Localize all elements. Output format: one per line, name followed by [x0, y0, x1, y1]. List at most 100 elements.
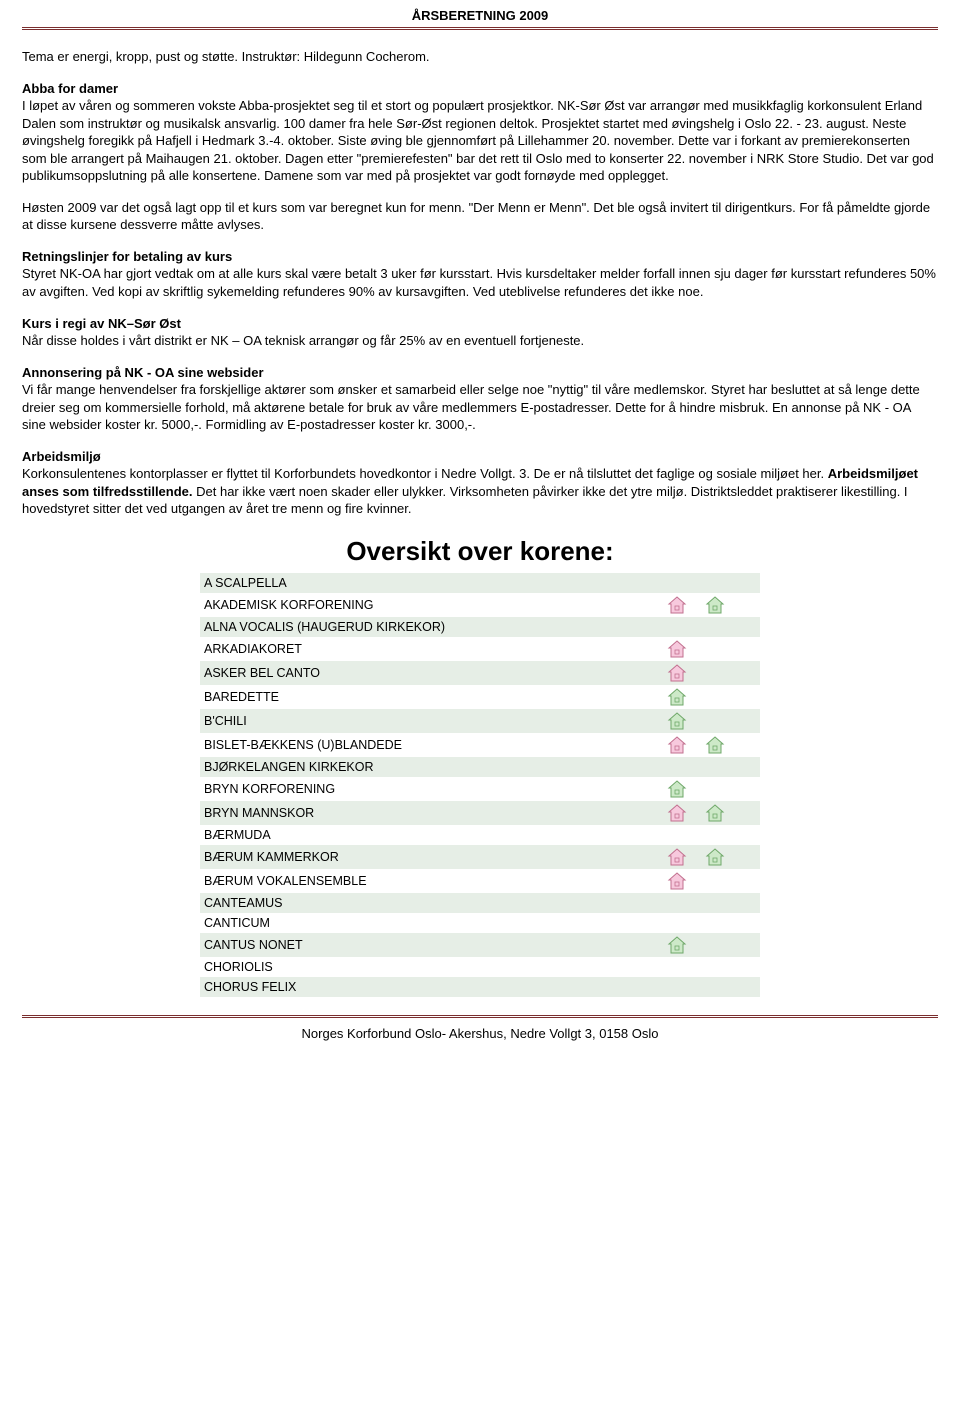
intro-text: Tema er energi, kropp, pust og støtte. I…: [22, 48, 938, 66]
choir-icon-cell: [657, 733, 695, 757]
page-content: ÅRSBERETNING 2009 Tema er energi, kropp,…: [0, 0, 960, 1075]
spacer-cell: [734, 685, 760, 709]
spacer-cell: [734, 893, 760, 913]
regi-body: Når disse holdes i vårt distrikt er NK –…: [22, 333, 584, 348]
spacer-cell: [734, 933, 760, 957]
choir-icon-cell: [696, 709, 734, 733]
choir-icon-cell: [696, 661, 734, 685]
house-icon: [667, 848, 687, 863]
table-row: A SCALPELLA: [200, 573, 760, 593]
choir-icon-cell: [657, 869, 695, 893]
choirs-heading: Oversikt over korene:: [22, 536, 938, 567]
choir-icon-cell: [696, 845, 734, 869]
table-row: BRYN KORFORENING: [200, 777, 760, 801]
table-row: AKADEMISK KORFORENING: [200, 593, 760, 617]
table-row: CANTICUM: [200, 913, 760, 933]
house-icon: [667, 780, 687, 795]
spacer-cell: [734, 573, 760, 593]
choir-icon-cell: [657, 757, 695, 777]
retning-heading: Retningslinjer for betaling av kurs: [22, 249, 232, 264]
choir-icon-cell: [657, 617, 695, 637]
choir-icon-cell: [657, 685, 695, 709]
house-icon: [667, 664, 687, 679]
table-row: ARKADIAKORET: [200, 637, 760, 661]
choir-icon-cell: [696, 777, 734, 801]
table-row: BJØRKELANGEN KIRKEKOR: [200, 757, 760, 777]
house-icon: [667, 712, 687, 727]
choir-icon-cell: [657, 593, 695, 617]
spacer-cell: [734, 757, 760, 777]
arbeid-heading: Arbeidsmiljø: [22, 449, 101, 464]
table-row: BÆRUM KAMMERKOR: [200, 845, 760, 869]
choir-icon-cell: [696, 825, 734, 845]
spacer-cell: [734, 957, 760, 977]
choir-name: BRYN MANNSKOR: [200, 801, 657, 825]
spacer-cell: [734, 733, 760, 757]
choir-icon-cell: [657, 933, 695, 957]
page-header-title: ÅRSBERETNING 2009: [22, 0, 938, 27]
choir-icon-cell: [696, 913, 734, 933]
annonse-body: Vi får mange henvendelser fra forskjelli…: [22, 382, 920, 432]
spacer-cell: [734, 977, 760, 997]
choir-icon-cell: [657, 637, 695, 661]
table-row: BRYN MANNSKOR: [200, 801, 760, 825]
spacer-cell: [734, 869, 760, 893]
abba-heading: Abba for damer: [22, 81, 118, 96]
choir-name: BÆRUM KAMMERKOR: [200, 845, 657, 869]
choir-icon-cell: [657, 825, 695, 845]
spacer-cell: [734, 709, 760, 733]
table-row: BAREDETTE: [200, 685, 760, 709]
spacer-cell: [734, 801, 760, 825]
choir-table: A SCALPELLAAKADEMISK KORFORENINGALNA VOC…: [200, 573, 760, 997]
table-row: CANTEAMUS: [200, 893, 760, 913]
choir-name: A SCALPELLA: [200, 573, 657, 593]
table-row: B'CHILI: [200, 709, 760, 733]
house-icon: [705, 736, 725, 751]
spacer-cell: [734, 845, 760, 869]
choir-icon-cell: [657, 913, 695, 933]
house-icon: [705, 804, 725, 819]
house-icon: [667, 640, 687, 655]
choir-icon-cell: [696, 933, 734, 957]
choir-icon-cell: [657, 709, 695, 733]
spacer-cell: [734, 661, 760, 685]
arbeid-block: Arbeidsmiljø Korkonsulentenes kontorplas…: [22, 448, 938, 518]
choir-icon-cell: [696, 757, 734, 777]
choir-name: BÆRMUDA: [200, 825, 657, 845]
footer-text: Norges Korforbund Oslo- Akershus, Nedre …: [22, 1026, 938, 1055]
choir-name: ALNA VOCALIS (HAUGERUD KIRKEKOR): [200, 617, 657, 637]
choir-name: BRYN KORFORENING: [200, 777, 657, 801]
table-row: CHORIOLIS: [200, 957, 760, 977]
choir-icon-cell: [657, 845, 695, 869]
table-row: BÆRMUDA: [200, 825, 760, 845]
choir-name: BISLET-BÆKKENS (U)BLANDEDE: [200, 733, 657, 757]
choir-name: BÆRUM VOKALENSEMBLE: [200, 869, 657, 893]
choir-icon-cell: [657, 801, 695, 825]
choir-icon-cell: [696, 685, 734, 709]
regi-heading: Kurs i regi av NK–Sør Øst: [22, 316, 181, 331]
choir-icon-cell: [696, 617, 734, 637]
table-row: ALNA VOCALIS (HAUGERUD KIRKEKOR): [200, 617, 760, 637]
choir-name: AKADEMISK KORFORENING: [200, 593, 657, 617]
retning-block: Retningslinjer for betaling av kurs Styr…: [22, 248, 938, 301]
spacer-cell: [734, 617, 760, 637]
footer-rule: [22, 1015, 938, 1018]
choir-icon-cell: [657, 777, 695, 801]
choir-icon-cell: [696, 977, 734, 997]
choir-icon-cell: [696, 733, 734, 757]
choir-icon-cell: [696, 637, 734, 661]
retning-body: Styret NK-OA har gjort vedtak om at alle…: [22, 266, 936, 299]
house-icon: [667, 936, 687, 951]
house-icon: [667, 872, 687, 887]
house-icon: [705, 848, 725, 863]
choir-icon-cell: [696, 893, 734, 913]
arbeid-body-a: Korkonsulentenes kontorplasser er flytte…: [22, 466, 828, 481]
table-row: ASKER BEL CANTO: [200, 661, 760, 685]
abba-block: Abba for damer I løpet av våren og somme…: [22, 80, 938, 185]
choir-name: CANTUS NONET: [200, 933, 657, 957]
choir-icon-cell: [696, 869, 734, 893]
table-row: CHORUS FELIX: [200, 977, 760, 997]
choir-name: ASKER BEL CANTO: [200, 661, 657, 685]
choir-name: CHORUS FELIX: [200, 977, 657, 997]
table-row: BISLET-BÆKKENS (U)BLANDEDE: [200, 733, 760, 757]
